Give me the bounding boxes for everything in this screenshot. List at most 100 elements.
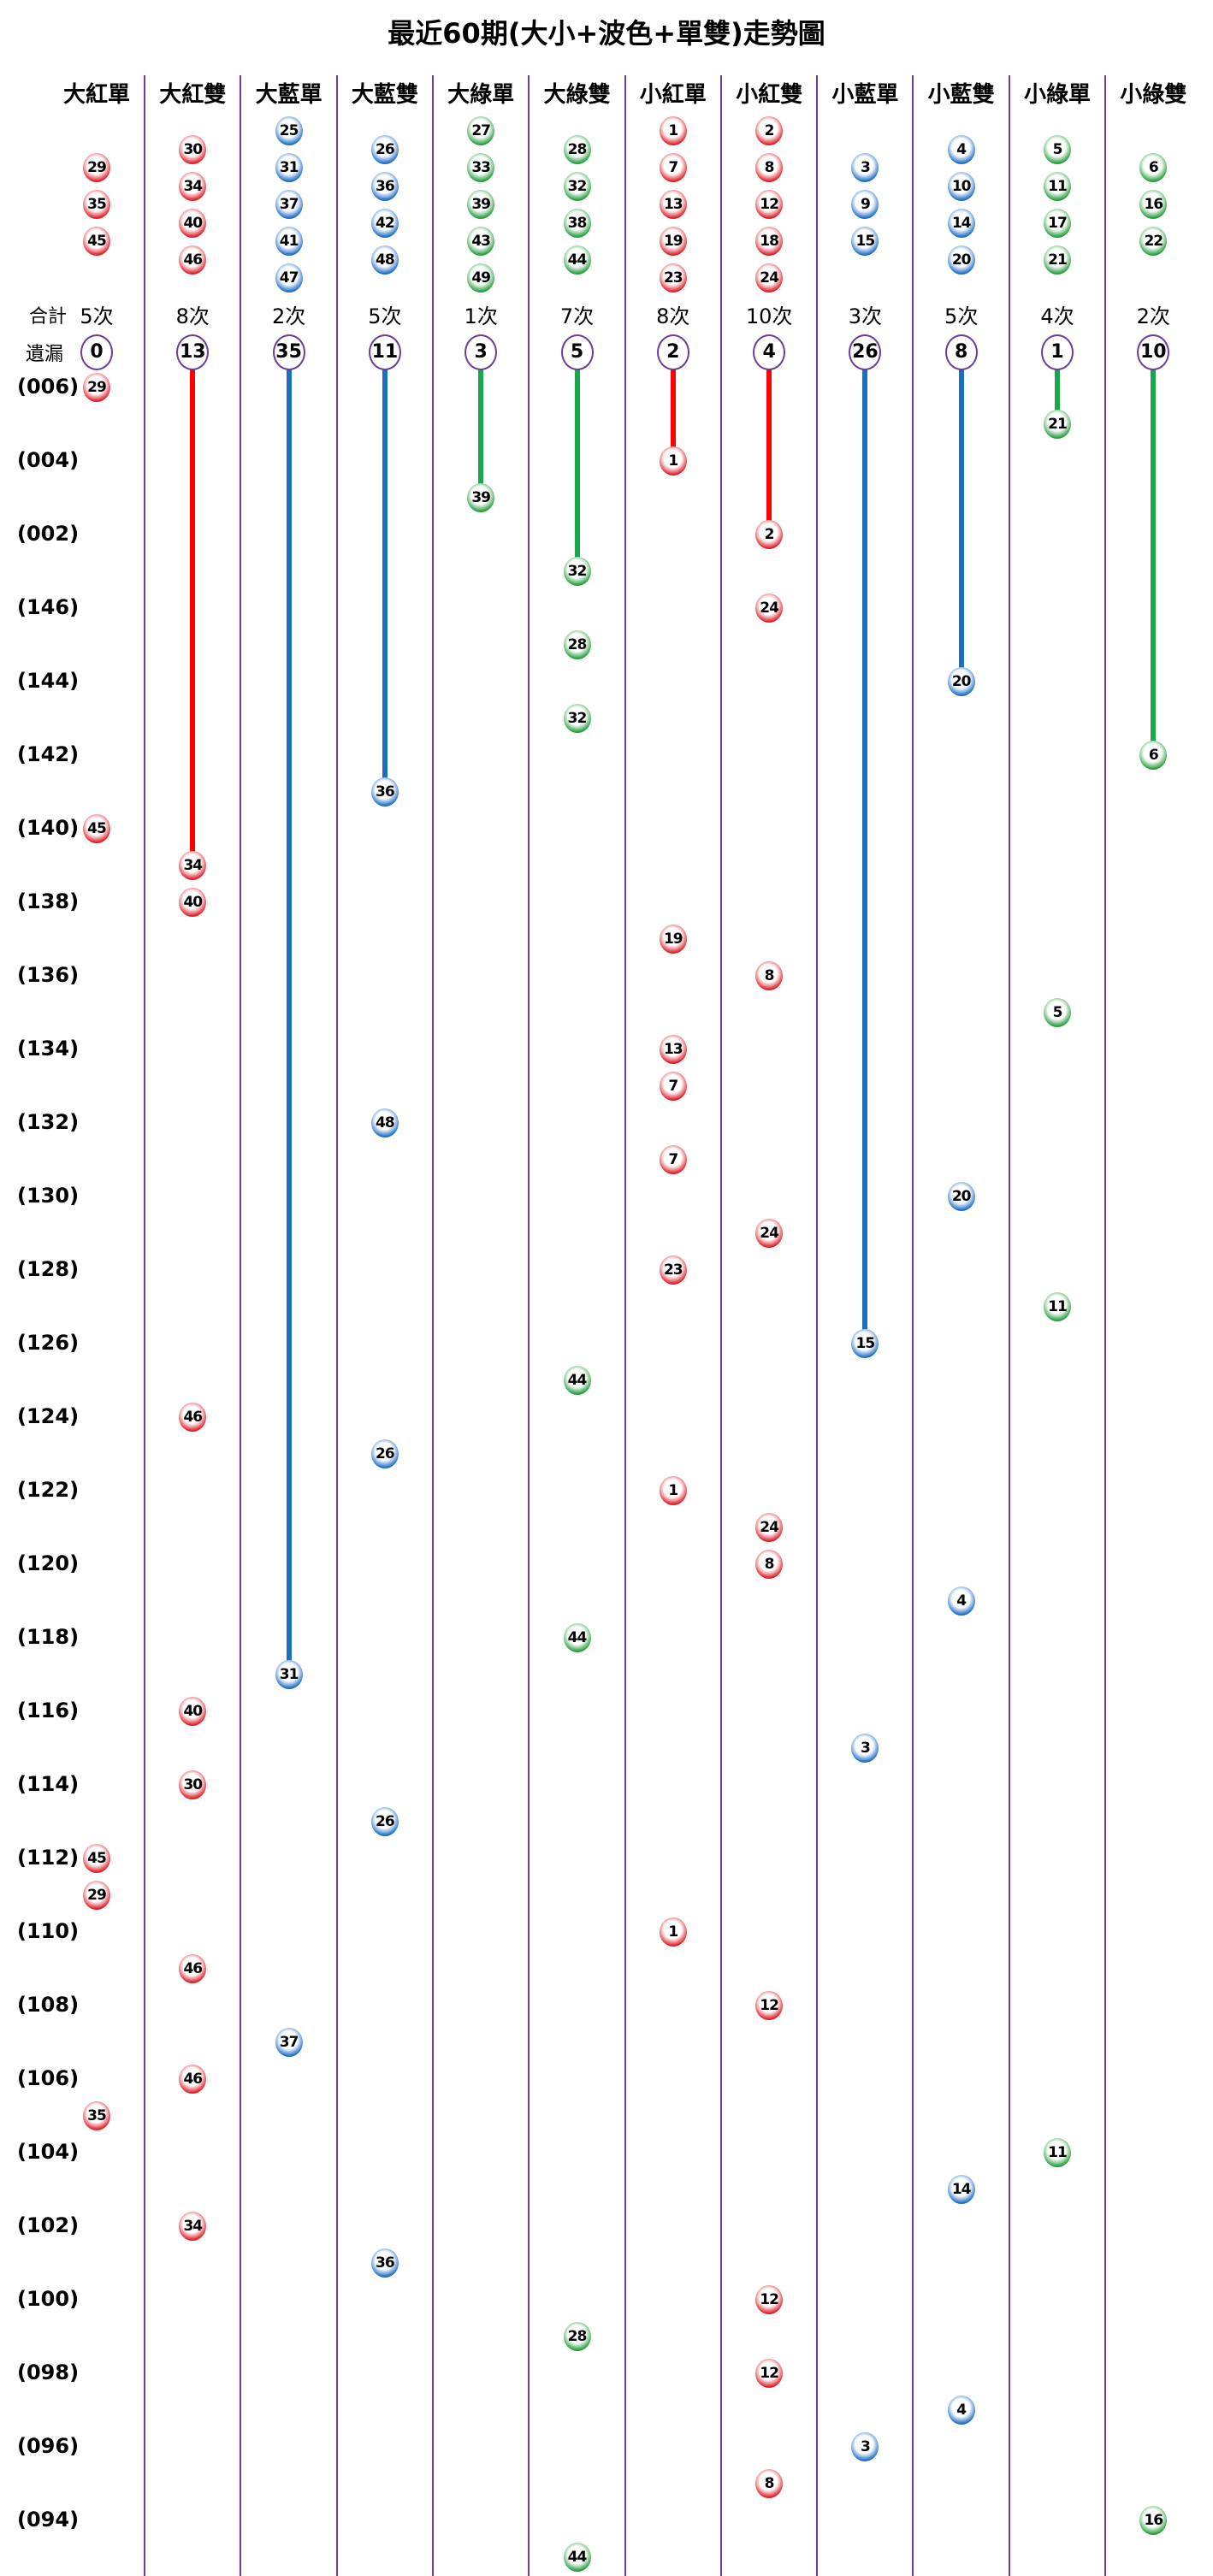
draw-ball: 5 — [1044, 998, 1071, 1027]
legend-ball: 3 — [851, 153, 879, 182]
legend-ball: 44 — [563, 245, 591, 275]
missing-count: 3 — [464, 334, 498, 370]
legend-ball: 41 — [275, 227, 303, 256]
draw-ball: 15 — [851, 1329, 879, 1358]
draw-ball: 36 — [370, 777, 399, 806]
column-divider — [624, 75, 626, 2576]
missing-line — [382, 368, 388, 792]
column-divider — [1008, 75, 1010, 2576]
draw-ball: 48 — [370, 1108, 399, 1137]
draw-ball: 6 — [1139, 741, 1168, 770]
missing-line — [1055, 368, 1060, 424]
period-label: (110) — [17, 1919, 80, 1943]
draw-ball: 12 — [755, 2285, 784, 2314]
draw-ball: 12 — [755, 2359, 784, 2388]
legend-ball: 42 — [370, 208, 399, 238]
draw-ball: 39 — [467, 483, 495, 512]
draw-ball: 46 — [179, 1954, 207, 1983]
legend-ball: 9 — [851, 190, 879, 219]
period-label: (124) — [17, 1404, 80, 1428]
draw-ball: 21 — [1044, 410, 1071, 439]
period-label: (116) — [17, 1699, 80, 1722]
legend-ball: 16 — [1139, 190, 1168, 219]
period-label: (094) — [17, 2508, 80, 2532]
legend-ball: 29 — [83, 153, 110, 182]
column-header: 小紅雙 — [736, 82, 803, 108]
draw-ball: 20 — [947, 667, 975, 696]
draw-ball: 24 — [755, 594, 784, 623]
legend-ball: 8 — [755, 153, 784, 182]
legend-ball: 45 — [83, 227, 110, 256]
legend-ball: 14 — [947, 208, 975, 238]
legend-ball: 23 — [659, 263, 687, 292]
missing-label: 遺漏 — [26, 344, 64, 365]
draw-ball: 28 — [563, 2322, 591, 2351]
total-count: 2次 — [271, 304, 306, 328]
legend-ball: 2 — [755, 116, 784, 145]
column-header: 大綠雙 — [543, 82, 611, 108]
draw-ball: 36 — [370, 2248, 399, 2278]
period-label: (108) — [17, 1993, 80, 2017]
missing-line — [286, 368, 292, 1675]
legend-ball: 43 — [467, 227, 495, 256]
period-label: (140) — [17, 816, 80, 840]
period-label: (004) — [17, 448, 80, 472]
period-label: (106) — [17, 2066, 80, 2090]
draw-ball: 32 — [563, 704, 591, 733]
draw-ball: 2 — [755, 520, 784, 549]
total-count: 5次 — [80, 304, 114, 328]
column-header: 小藍單 — [831, 82, 899, 108]
period-label: (120) — [17, 1551, 80, 1575]
missing-count: 4 — [753, 334, 786, 370]
draw-ball: 16 — [1139, 2506, 1168, 2535]
period-label: (146) — [17, 595, 80, 619]
legend-ball: 13 — [659, 190, 687, 219]
period-label: (144) — [17, 669, 80, 693]
period-label: (126) — [17, 1331, 80, 1355]
period-label: (134) — [17, 1037, 80, 1061]
period-label: (002) — [17, 522, 80, 546]
legend-ball: 39 — [467, 190, 495, 219]
column-divider — [431, 75, 434, 2576]
draw-ball: 40 — [179, 888, 207, 917]
column-divider — [144, 75, 145, 2576]
column-divider — [240, 75, 242, 2576]
draw-ball: 46 — [179, 1403, 207, 1432]
draw-ball: 35 — [83, 2101, 110, 2130]
legend-ball: 21 — [1044, 245, 1071, 275]
period-label: (132) — [17, 1110, 80, 1134]
missing-count: 1 — [1041, 334, 1074, 370]
chart-title: 最近60期(大小+波色+單雙)走勢圖 — [388, 17, 825, 50]
draw-ball: 7 — [659, 1145, 687, 1174]
legend-ball: 17 — [1044, 208, 1071, 238]
legend-ball: 19 — [659, 227, 687, 256]
total-count: 3次 — [848, 304, 883, 328]
legend-ball: 15 — [851, 227, 879, 256]
draw-ball: 29 — [83, 1881, 110, 1910]
legend-ball: 28 — [563, 134, 591, 164]
missing-count: 13 — [176, 334, 210, 370]
period-label: (006) — [17, 375, 80, 399]
column-header: 小綠單 — [1023, 82, 1091, 108]
legend-ball: 26 — [370, 134, 399, 164]
legend-ball: 18 — [755, 227, 784, 256]
draw-ball: 30 — [179, 1770, 207, 1799]
legend-ball: 35 — [83, 190, 110, 219]
draw-ball: 14 — [947, 2175, 975, 2204]
column-header: 大紅單 — [62, 82, 130, 108]
missing-line — [958, 368, 964, 682]
missing-line — [478, 368, 484, 498]
draw-ball: 8 — [755, 2469, 784, 2498]
legend-ball: 37 — [275, 190, 303, 219]
missing-line — [862, 368, 868, 1344]
draw-ball: 44 — [563, 2543, 591, 2572]
missing-count: 5 — [560, 334, 594, 370]
total-count: 10次 — [745, 304, 793, 328]
legend-ball: 49 — [467, 263, 495, 292]
draw-ball: 1 — [659, 1917, 687, 1947]
column-header: 大藍雙 — [351, 82, 418, 108]
legend-ball: 33 — [467, 153, 495, 182]
legend-ball: 34 — [179, 171, 207, 201]
total-count: 2次 — [1136, 304, 1170, 328]
draw-ball: 45 — [83, 1844, 110, 1873]
